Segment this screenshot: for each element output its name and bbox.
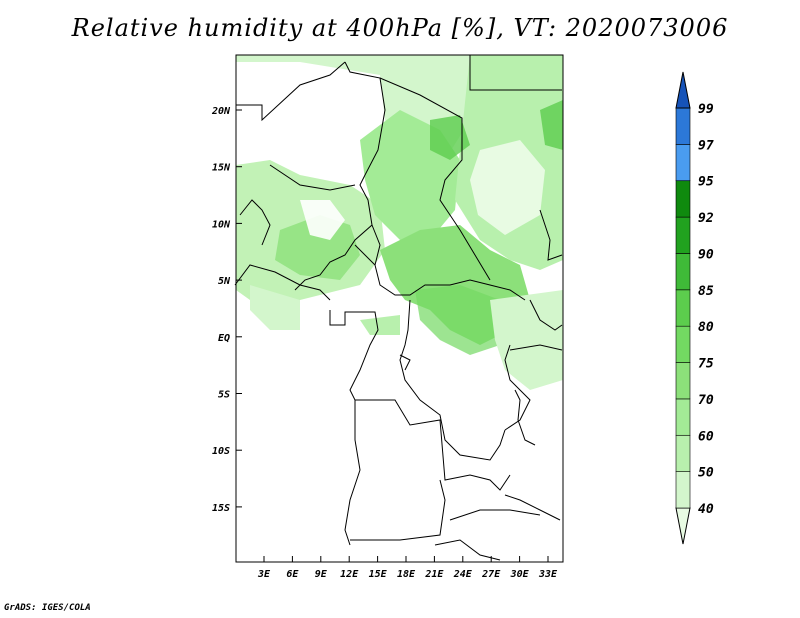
colorbar-label: 75: [698, 357, 714, 372]
colorbar-bin: [675, 253, 691, 291]
colorbar-label: 60: [698, 429, 714, 444]
colorbar-label: 85: [698, 284, 714, 299]
lon-label: 33E: [538, 569, 558, 580]
map-frame: [235, 54, 564, 563]
colorbar-label: 40: [698, 502, 714, 517]
colorbar-lower-triangle: [675, 507, 691, 545]
grads-credit: GrADS: IGES/COLA: [4, 603, 91, 613]
colorbar-upper-triangle: [675, 71, 691, 109]
lat-label: 10S: [212, 446, 230, 457]
colorbar-label: 90: [698, 247, 714, 262]
lat-label: 15N: [212, 163, 231, 174]
colorbar-bin: [675, 180, 691, 218]
lat-label: 15S: [212, 503, 230, 514]
lon-label: 24E: [453, 569, 473, 580]
lon-label: 21E: [424, 569, 444, 580]
colorbar-bin: [675, 144, 691, 182]
lon-label: 9E: [315, 569, 328, 580]
colorbar-label: 80: [698, 320, 714, 335]
lon-label: 30E: [510, 569, 530, 580]
colorbar-label: 97: [698, 138, 714, 153]
colorbar-bin: [675, 216, 691, 254]
lon-label: 27E: [481, 569, 501, 580]
colorbar-label: 50: [698, 466, 714, 481]
country-borders: [234, 55, 563, 561]
lat-label: 5N: [218, 276, 231, 287]
colorbar-bin: [675, 398, 691, 436]
lon-label: 6E: [286, 569, 299, 580]
lat-label: EQ: [218, 333, 230, 344]
chart-title: Relative humidity at 400hPa [%], VT: 202…: [71, 14, 729, 42]
lon-label: 18E: [397, 569, 416, 580]
lat-label: 10N: [212, 219, 231, 230]
colorbar-bin: [675, 107, 691, 145]
colorbar-label: 99: [698, 102, 714, 117]
colorbar-bin: [675, 471, 691, 509]
humidity-field: [236, 55, 563, 390]
colorbar-label: 95: [698, 175, 714, 190]
colorbar-bin: [675, 289, 691, 327]
lon-label: 3E: [257, 569, 271, 580]
colorbar-label: 92: [698, 211, 714, 226]
colorbar: 40 50 60 70 75 80 85 90 92 95 97 99: [675, 71, 714, 545]
colorbar-bin: [675, 434, 691, 472]
lon-label: 15E: [369, 569, 388, 580]
colorbar-bin: [675, 325, 691, 363]
lat-label: 5S: [218, 390, 230, 401]
colorbar-label: 70: [698, 393, 714, 408]
longitude-axis: 3E 6E 9E 12E 15E 18E 21E 24E 27E 30E 33E: [257, 556, 558, 580]
lat-label: 20N: [211, 106, 231, 117]
lon-label: 12E: [340, 569, 359, 580]
colorbar-bin: [675, 362, 691, 400]
latitude-axis: 20N 15N 10N 5N EQ 5S 10S 15S: [211, 106, 242, 514]
